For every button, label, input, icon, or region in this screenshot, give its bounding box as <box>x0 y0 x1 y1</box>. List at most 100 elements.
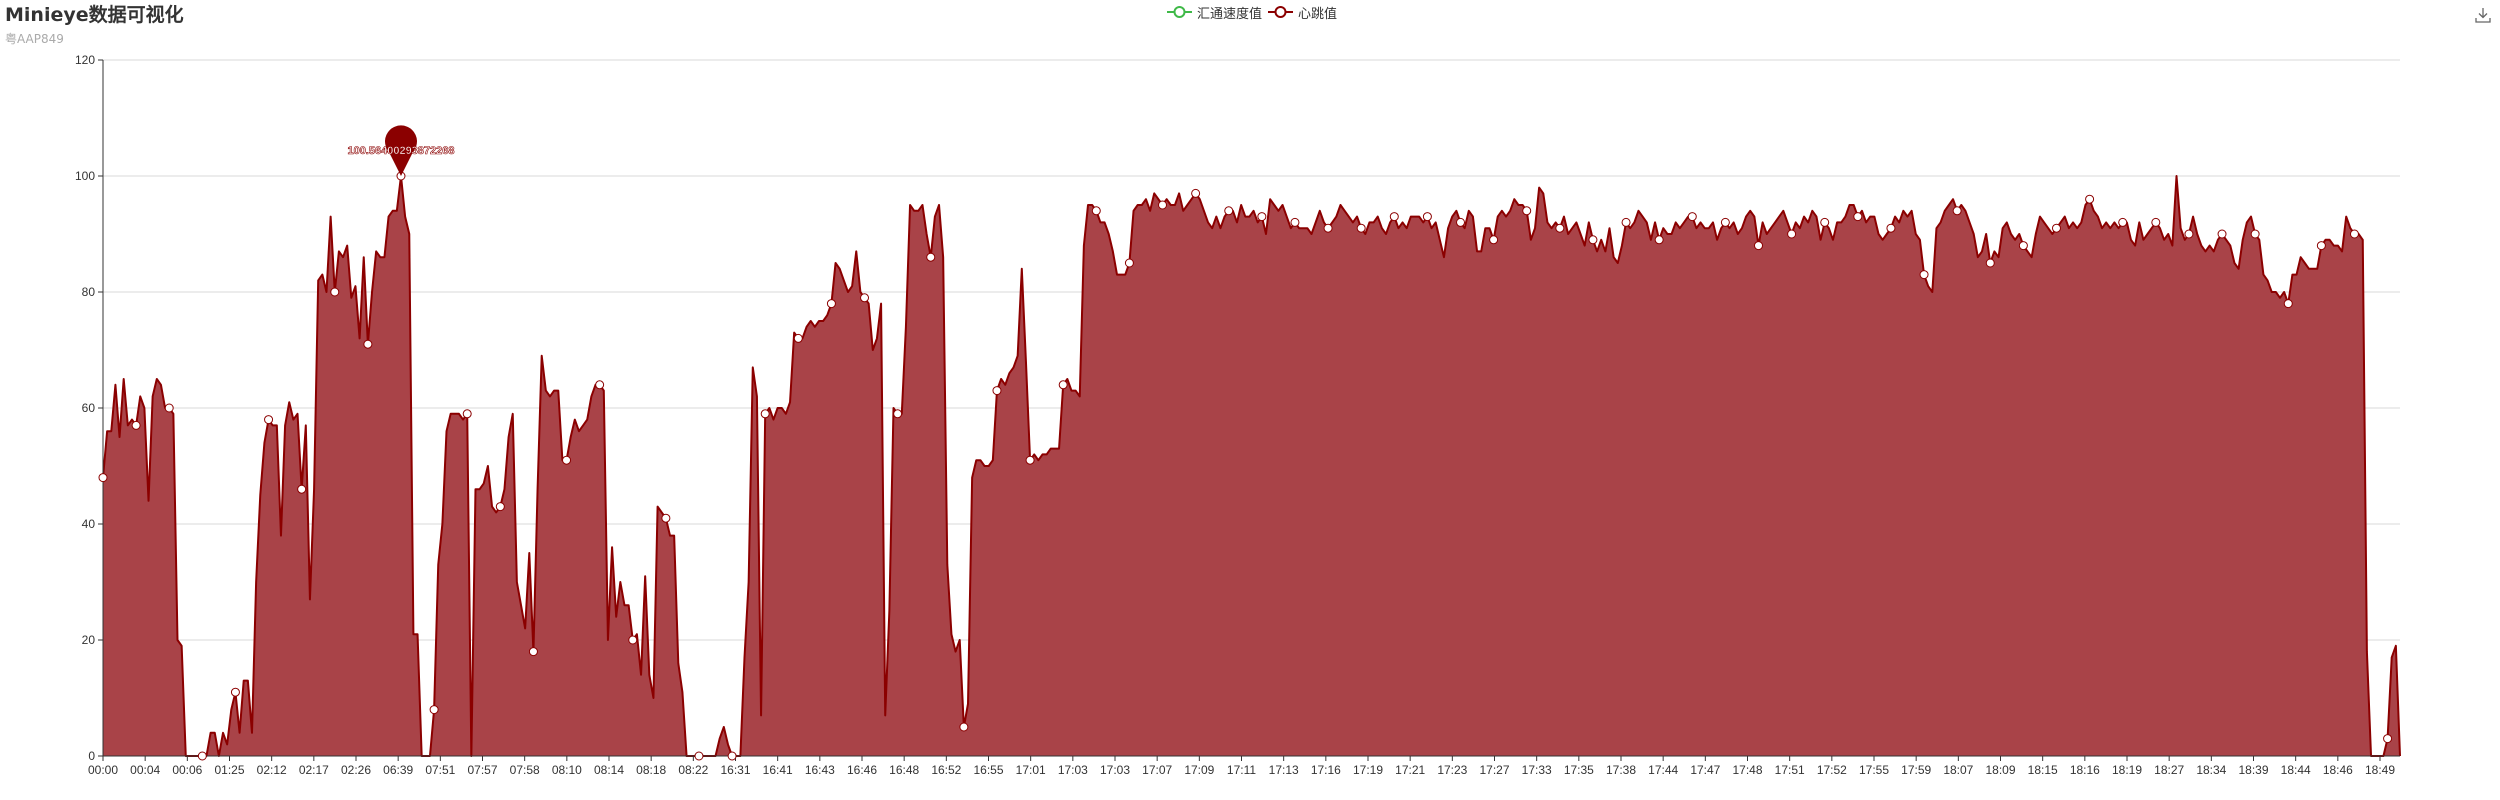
data-point[interactable] <box>264 415 274 425</box>
x-tick-label: 17:16 <box>1311 763 1341 777</box>
data-point[interactable] <box>297 484 307 494</box>
data-point[interactable] <box>2018 241 2028 251</box>
data-point[interactable] <box>562 455 572 465</box>
data-point[interactable] <box>694 751 704 761</box>
data-point[interactable] <box>2383 734 2393 744</box>
data-point[interactable] <box>2118 217 2128 227</box>
data-point[interactable] <box>2151 217 2161 227</box>
chart-title: Minieye数据可视化 <box>5 4 184 26</box>
data-point[interactable] <box>1952 206 1962 216</box>
data-point[interactable] <box>2184 229 2194 239</box>
data-point[interactable] <box>1787 229 1797 239</box>
download-icon[interactable] <box>2474 6 2492 24</box>
data-point[interactable] <box>1555 223 1565 233</box>
data-point[interactable] <box>1356 223 1366 233</box>
data-point[interactable] <box>1621 217 1631 227</box>
data-point[interactable] <box>1058 380 1068 390</box>
data-point[interactable] <box>1588 235 1598 245</box>
data-point[interactable] <box>2349 229 2359 239</box>
data-point[interactable] <box>1820 217 1830 227</box>
x-tick-labels: 00:00 00:04 00:06 01:25 02:12 02:17 02:26 06:39… <box>88 763 2395 777</box>
data-point[interactable] <box>1522 206 1532 216</box>
data-point[interactable] <box>760 409 770 419</box>
x-tick-label: 17:44 <box>1648 763 1678 777</box>
y-tick-label: 40 <box>82 517 96 531</box>
data-point[interactable] <box>992 386 1002 396</box>
data-point[interactable] <box>1224 206 1234 216</box>
data-point[interactable] <box>1985 258 1995 268</box>
data-point[interactable] <box>2085 194 2095 204</box>
x-tick-label: 17:03 <box>1058 763 1088 777</box>
x-tick-label: 18:19 <box>2112 763 2142 777</box>
data-point[interactable] <box>2051 223 2061 233</box>
data-point[interactable] <box>1158 200 1168 210</box>
data-point[interactable] <box>661 513 671 523</box>
data-point[interactable] <box>1886 223 1896 233</box>
data-point[interactable] <box>893 409 903 419</box>
data-point[interactable] <box>628 635 638 645</box>
data-point[interactable] <box>164 403 174 413</box>
x-tick-label: 01:25 <box>214 763 244 777</box>
x-tick-label: 00:04 <box>130 763 160 777</box>
data-point[interactable] <box>462 409 472 419</box>
x-tick-label: 18:27 <box>2154 763 2184 777</box>
data-point[interactable] <box>2283 299 2293 309</box>
x-tick-label: 17:03 <box>1100 763 1130 777</box>
data-point[interactable] <box>1025 455 1035 465</box>
y-tick-label: 80 <box>82 285 96 299</box>
series-line-heartbeat[interactable] <box>102 175 2401 757</box>
data-point[interactable] <box>1091 206 1101 216</box>
x-tick-label: 02:26 <box>341 763 371 777</box>
data-point[interactable] <box>1687 212 1697 222</box>
data-point[interactable] <box>1124 258 1134 268</box>
data-point[interactable] <box>1422 212 1432 222</box>
data-point[interactable] <box>1389 212 1399 222</box>
data-point[interactable] <box>1654 235 1664 245</box>
data-point[interactable] <box>1853 212 1863 222</box>
legend-item-heartbeat[interactable]: 心跳值 <box>1268 2 1337 22</box>
data-point[interactable] <box>959 722 969 732</box>
max-marker-pin[interactable] <box>384 125 417 176</box>
data-point[interactable] <box>860 293 870 303</box>
x-tick-label: 17:23 <box>1437 763 1467 777</box>
data-point[interactable] <box>230 687 240 697</box>
data-point[interactable] <box>1753 241 1763 251</box>
data-point[interactable] <box>2217 229 2227 239</box>
data-point[interactable] <box>363 339 373 349</box>
data-point[interactable] <box>495 502 505 512</box>
legend-label-heartbeat: 心跳值 <box>1298 6 1338 22</box>
x-tick-label: 17:19 <box>1353 763 1383 777</box>
data-point[interactable] <box>1489 235 1499 245</box>
data-point[interactable] <box>429 705 439 715</box>
data-point[interactable] <box>826 299 836 309</box>
data-point[interactable] <box>595 380 605 390</box>
data-point[interactable] <box>197 751 207 761</box>
data-point[interactable] <box>2250 229 2260 239</box>
legend-line-circle-icon <box>1268 6 1293 18</box>
data-point[interactable] <box>926 252 936 262</box>
data-point[interactable] <box>1919 270 1929 280</box>
series-area <box>102 175 2401 757</box>
data-point[interactable] <box>1720 217 1730 227</box>
x-tick-label: 18:09 <box>1985 763 2015 777</box>
legend-item-speed[interactable]: 汇通速度值 <box>1167 2 1262 22</box>
data-point[interactable] <box>2316 241 2326 251</box>
y-tick-label: 100 <box>75 169 95 183</box>
data-point[interactable] <box>330 287 340 297</box>
data-point[interactable] <box>1257 212 1267 222</box>
data-point[interactable] <box>727 751 737 761</box>
data-point[interactable] <box>1323 223 1333 233</box>
axes <box>98 59 2400 761</box>
x-tick-label: 16:48 <box>889 763 919 777</box>
data-point[interactable] <box>1456 217 1466 227</box>
x-tick-label: 17:27 <box>1479 763 1509 777</box>
data-point[interactable] <box>793 333 803 343</box>
data-point[interactable] <box>98 473 108 483</box>
data-point[interactable] <box>131 420 141 430</box>
data-point[interactable] <box>528 647 538 657</box>
y-tick-labels: 0 20 40 60 80 100 120 <box>75 53 95 763</box>
data-point[interactable] <box>1191 188 1201 198</box>
chart-subtitle: 粤AAP849 <box>5 32 64 46</box>
data-point[interactable] <box>1290 217 1300 227</box>
x-tick-label: 16:41 <box>763 763 793 777</box>
